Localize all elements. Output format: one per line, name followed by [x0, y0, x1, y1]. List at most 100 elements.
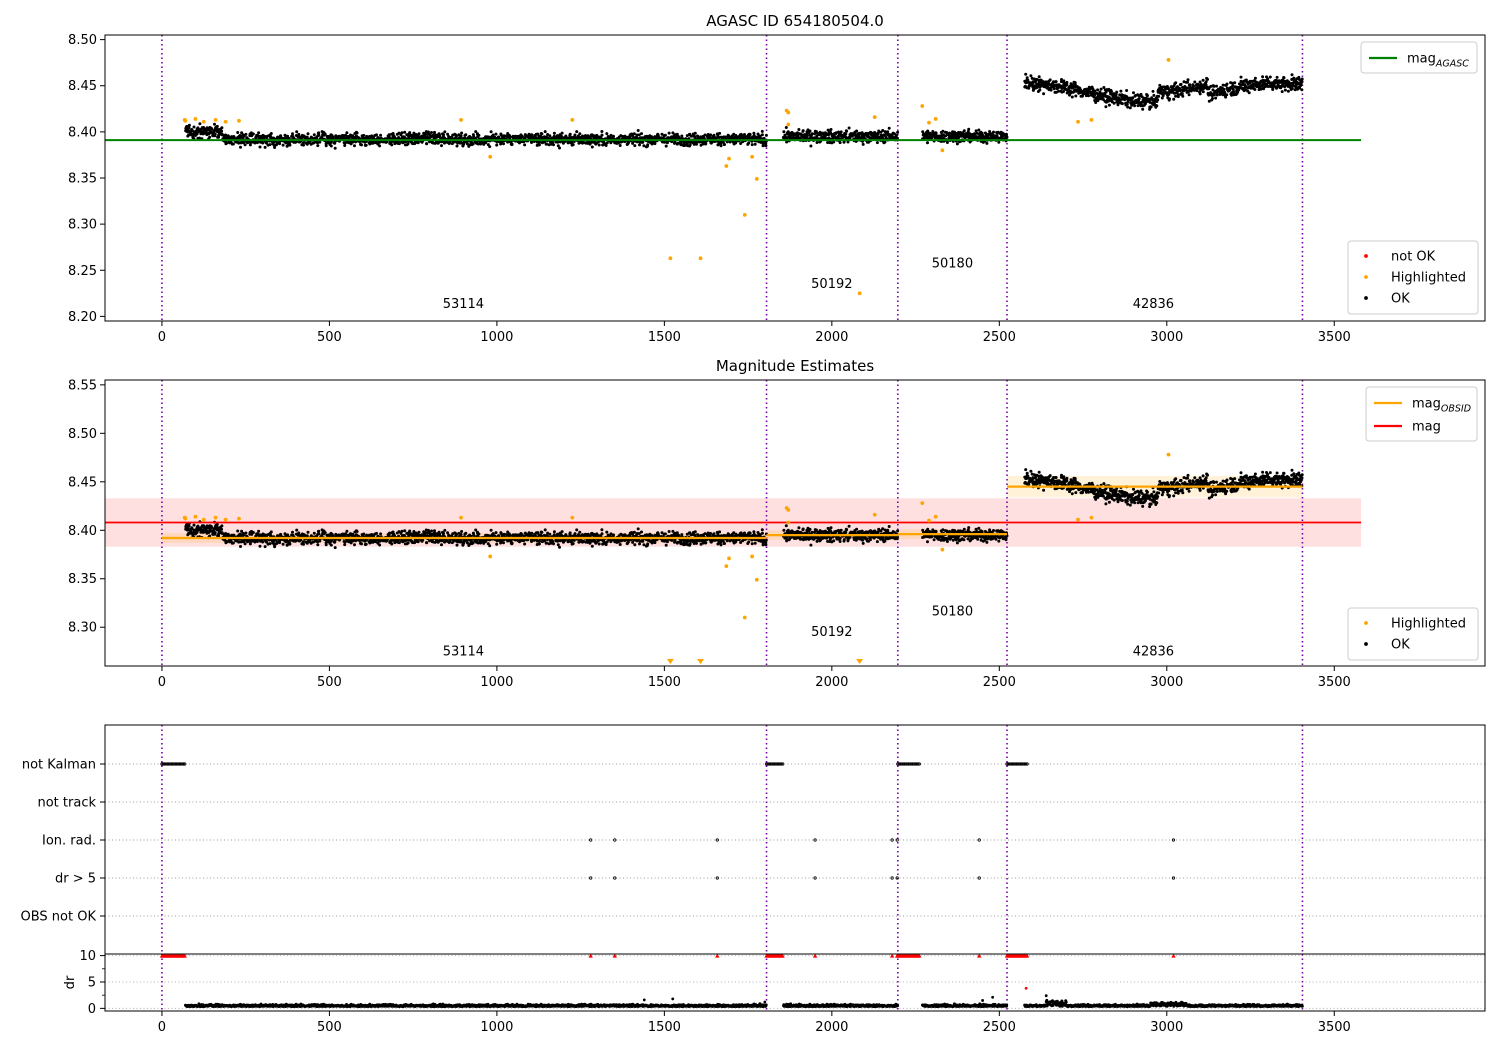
ok-point: [1119, 89, 1123, 93]
ok-point: [986, 135, 990, 139]
obsid-label: 50192: [811, 277, 852, 292]
ok-point: [1280, 90, 1284, 94]
ok-point: [760, 129, 764, 133]
ok-point: [195, 132, 199, 136]
ok-point: [462, 142, 466, 146]
ok-point: [273, 146, 277, 149]
ok-point: [295, 130, 299, 134]
legend-point-swatch: [1364, 275, 1368, 279]
ok-point: [718, 131, 722, 135]
highlighted-point: [213, 117, 218, 122]
ok-point: [430, 529, 433, 533]
ok-point: [530, 133, 534, 137]
ok-point: [523, 542, 527, 546]
ok-point: [378, 144, 382, 148]
ok-point: [329, 144, 333, 148]
ok-point: [268, 542, 272, 546]
legend-label-subscript: AGASC: [1435, 59, 1469, 70]
ok-point: [1286, 89, 1290, 93]
ok-point: [460, 131, 464, 135]
ok-point: [323, 531, 327, 535]
ok-point: [944, 134, 948, 138]
ok-point: [1151, 89, 1155, 93]
ok-point: [633, 144, 637, 148]
ok-point: [576, 134, 580, 138]
ok-point: [877, 129, 881, 133]
ok-point: [604, 144, 608, 147]
ok-point: [489, 130, 493, 134]
ok-point: [600, 528, 604, 532]
ok-point: [455, 543, 459, 547]
ok-point: [638, 143, 641, 147]
ok-point: [343, 144, 347, 147]
legend-label-main: mag: [1407, 52, 1436, 67]
ok-point: [378, 543, 382, 547]
ok-point: [454, 134, 458, 138]
highlighted-point: [459, 117, 463, 122]
ok-point: [523, 143, 527, 147]
ok-point: [719, 144, 723, 148]
ok-point: [896, 130, 900, 134]
x-tick-label: 1000: [480, 330, 513, 345]
legend-label: not OK: [1391, 250, 1436, 265]
ok-point: [440, 144, 443, 148]
ok-point: [1024, 72, 1028, 76]
panel-agasc: AGASC ID 654180504.053114501925018042836…: [68, 12, 1486, 345]
ok-point: [324, 144, 328, 148]
ok-point: [258, 544, 262, 548]
ok-point: [425, 541, 429, 545]
highlighted-point: [750, 154, 755, 159]
ok-point: [355, 131, 359, 135]
ok-point: [424, 132, 427, 136]
ok-point: [344, 133, 347, 137]
ok-point: [883, 140, 887, 144]
ok-point: [848, 136, 852, 140]
ok-point: [416, 540, 420, 544]
ok-point: [508, 533, 512, 537]
ok-point: [472, 135, 476, 138]
y-tick-label: 8.50: [68, 33, 97, 48]
ok-point: [560, 530, 564, 534]
ok-point: [805, 134, 809, 138]
ok-point: [636, 527, 640, 531]
ok-point: [375, 133, 378, 137]
ok-point: [887, 126, 891, 130]
ok-point: [1172, 97, 1176, 101]
highlighted-point: [742, 213, 747, 217]
ok-point: [387, 133, 391, 137]
ok-point: [1071, 84, 1075, 88]
ok-points-obsid-1: [781, 126, 900, 148]
x-tick-label: 2500: [983, 330, 1016, 345]
ok-point: [1290, 73, 1294, 77]
ok-point: [312, 133, 316, 137]
ok-point: [758, 134, 762, 138]
ok-point: [1114, 92, 1118, 96]
ok-point: [244, 531, 248, 535]
obsid-label: 53114: [443, 297, 484, 312]
ok-point: [320, 135, 324, 139]
ok-point: [573, 532, 577, 536]
ok-point: [302, 141, 305, 145]
y-tick-label: 8.25: [68, 264, 97, 279]
ok-point: [748, 133, 752, 137]
ok-point: [1259, 87, 1263, 91]
ok-point: [1087, 94, 1090, 98]
ok-point: [894, 134, 898, 138]
ok-point: [1282, 76, 1286, 80]
ok-point: [808, 129, 812, 133]
ok-point: [605, 132, 609, 136]
ok-point: [220, 126, 224, 130]
ok-point: [257, 529, 261, 533]
ok-point: [1096, 88, 1100, 92]
ok-point: [316, 543, 320, 547]
ok-point: [752, 131, 756, 135]
ok-point: [459, 533, 463, 536]
ok-point: [297, 132, 301, 136]
ok-point: [242, 134, 246, 138]
x-tick-label: 0: [158, 330, 166, 345]
ok-points-obsid-3: [1023, 72, 1304, 111]
ok-point: [764, 144, 768, 148]
ok-point: [1275, 75, 1279, 79]
ok-point: [1070, 95, 1074, 99]
ok-point: [1206, 77, 1209, 81]
